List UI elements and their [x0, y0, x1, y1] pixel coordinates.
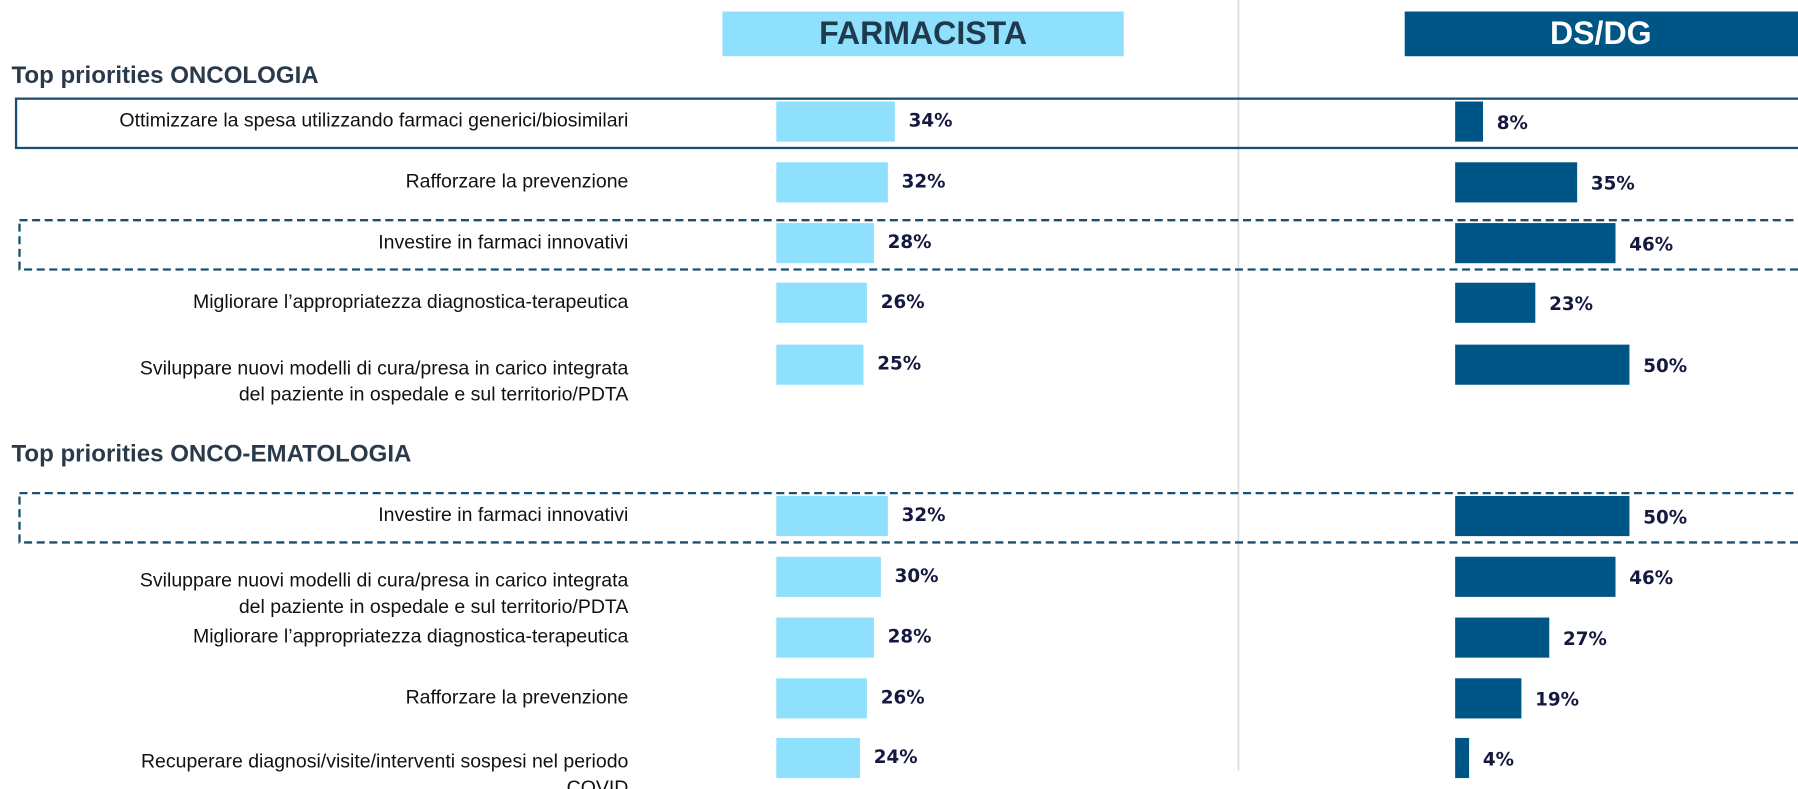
- value-label: 34%: [909, 111, 953, 132]
- bar: [776, 344, 864, 385]
- bar: [1455, 282, 1536, 323]
- value-label: 32%: [902, 505, 946, 526]
- highlight-box: [14, 97, 1798, 150]
- bar: [1455, 495, 1630, 537]
- highlight-box: [18, 219, 1798, 271]
- value-label: 28%: [888, 627, 932, 648]
- value-label: 46%: [1629, 234, 1673, 255]
- bar: [776, 617, 874, 658]
- category-label: Investire in farmaci innovativi: [378, 231, 628, 253]
- value-label: 4%: [1483, 749, 1514, 770]
- category-label: Investire in farmaci innovativi: [378, 504, 628, 526]
- value-label: 23%: [1549, 294, 1593, 315]
- section-title: Top priorities ONCO-EMATOLOGIA: [11, 441, 411, 468]
- bar: [776, 737, 860, 779]
- category-label: Recuperare diagnosi/visite/interventi so…: [141, 751, 629, 789]
- bar: [776, 223, 874, 264]
- value-label: 24%: [874, 747, 918, 768]
- highlight-box: [18, 491, 1798, 544]
- bar: [776, 678, 867, 719]
- header-box: [1404, 11, 1798, 57]
- value-label: 26%: [881, 687, 925, 708]
- value-label: 25%: [877, 354, 921, 375]
- bar: [776, 495, 888, 537]
- bar: [1455, 223, 1616, 264]
- value-label: 8%: [1497, 113, 1528, 134]
- bar: [776, 556, 881, 597]
- category-label: Ottimizzare la spesa utilizzando farmaci…: [119, 110, 628, 132]
- bar: [776, 101, 895, 142]
- value-label: 27%: [1563, 629, 1607, 650]
- value-label: 46%: [1629, 568, 1673, 589]
- value-label: 19%: [1535, 690, 1579, 711]
- category-label: Migliorare l’appropriatezza diagnostica-…: [193, 626, 629, 648]
- category-label: Migliorare l’appropriatezza diagnostica-…: [193, 291, 629, 313]
- bar: [1455, 678, 1522, 719]
- bar: [1455, 617, 1550, 658]
- bar: [1455, 101, 1484, 142]
- value-label: 50%: [1643, 507, 1687, 528]
- bar: [1455, 162, 1578, 203]
- header-label: DS/DG: [1550, 15, 1652, 51]
- header-label: FARMACISTA: [819, 15, 1027, 51]
- category-label: Sviluppare nuovi modelli di cura/presa i…: [140, 357, 629, 405]
- category-label: Sviluppare nuovi modelli di cura/presa i…: [140, 570, 629, 618]
- section-title: Top priorities ONCOLOGIA: [11, 62, 318, 89]
- bar: [1455, 556, 1616, 597]
- header-box: [722, 11, 1124, 57]
- value-label: 28%: [888, 232, 932, 253]
- value-label: 35%: [1591, 174, 1635, 195]
- category-label: Rafforzare la prevenzione: [406, 687, 629, 709]
- category-label: Rafforzare la prevenzione: [406, 171, 629, 193]
- value-label: 50%: [1643, 356, 1687, 377]
- bar: [1455, 344, 1630, 385]
- value-label: 30%: [895, 566, 939, 587]
- bar: [1455, 737, 1470, 779]
- bar: [776, 282, 867, 323]
- value-label: 26%: [881, 292, 925, 313]
- bar: [776, 162, 888, 203]
- value-label: 32%: [902, 171, 946, 192]
